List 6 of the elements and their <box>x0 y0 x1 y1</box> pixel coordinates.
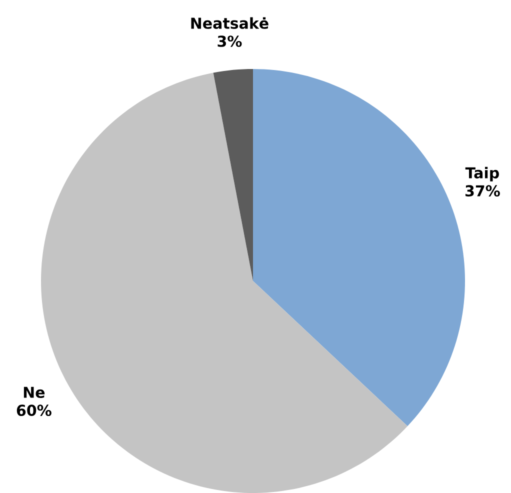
data-label: 37% <box>465 185 500 197</box>
data-label: 3% <box>218 36 242 47</box>
slice-label: Neatsakė <box>191 17 268 29</box>
slice-label: Taip <box>465 166 499 182</box>
slice-label: Ne <box>24 386 45 398</box>
data-label: 60% <box>16 404 52 416</box>
